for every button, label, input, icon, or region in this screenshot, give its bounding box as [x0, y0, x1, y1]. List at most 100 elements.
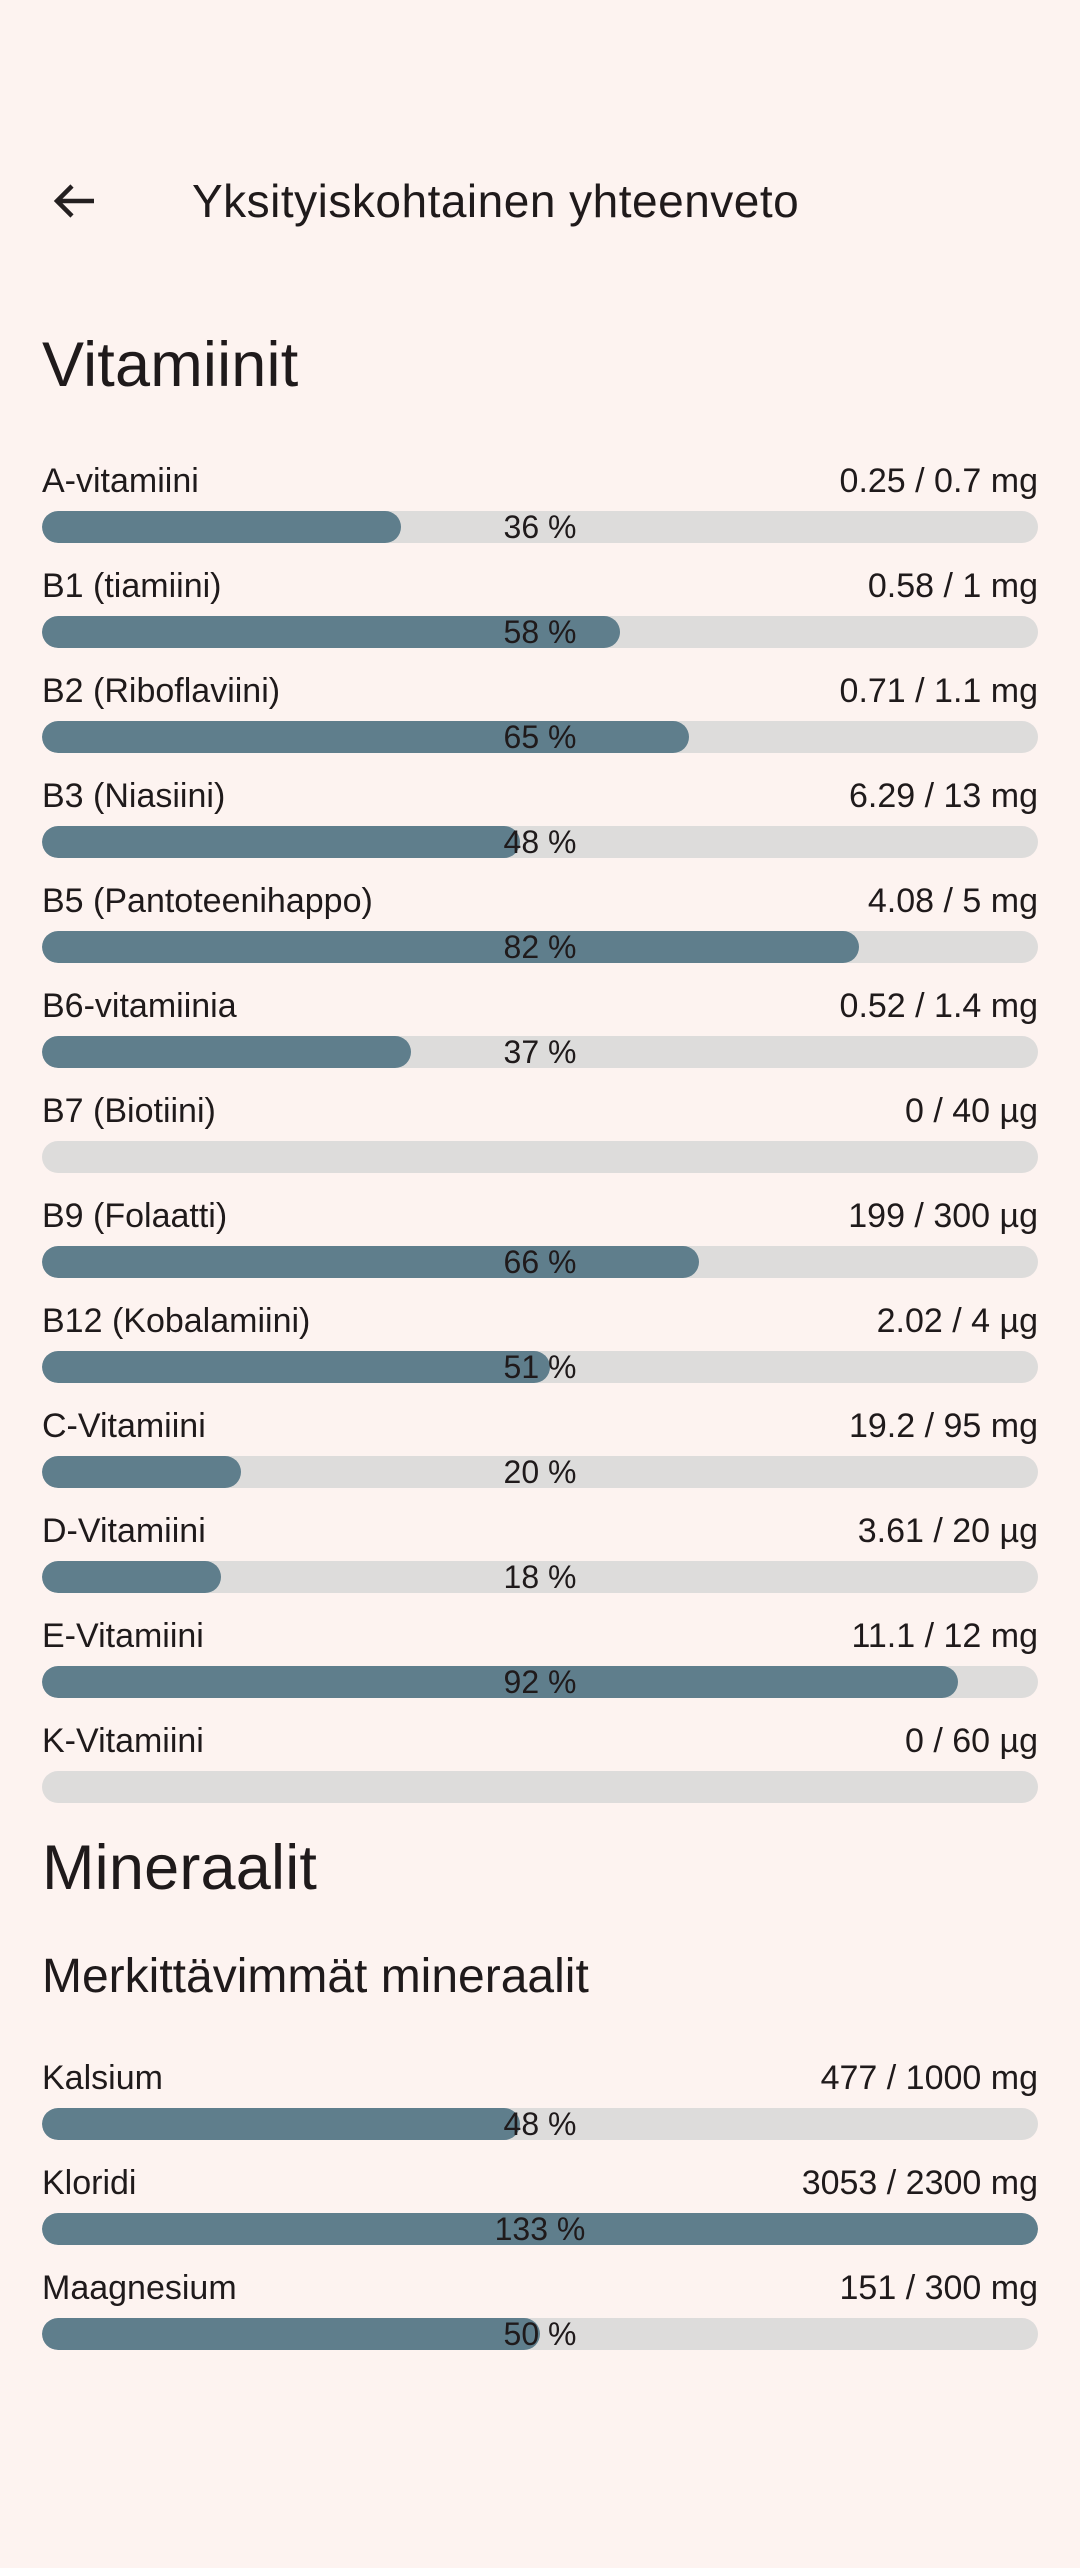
nutrient-label: B6-vitamiinia — [42, 987, 237, 1025]
progress-percent-label: 50 % — [503, 2318, 577, 2350]
progress-percent-label: 58 % — [503, 616, 577, 648]
nutrient-value: 0 / 40 µg — [904, 1092, 1038, 1130]
nutrient-list: Kalsium 477 / 1000 mg 48 % Kloridi 3053 / 23… — [0, 2057, 1080, 2350]
nutrient-row-b12-kobalamiini: B12 (Kobalamiini) 2.02 / 4 µg 51 % — [42, 1300, 1038, 1383]
progress-fill — [42, 2318, 540, 2350]
progress-percent-label: 66 % — [503, 1246, 577, 1278]
progress-percent-label: 48 % — [503, 2108, 577, 2140]
progress-bar: 18 % — [42, 1561, 1038, 1593]
nutrient-row-head: B5 (Pantoteenihappo) 4.08 / 5 mg — [42, 880, 1038, 922]
progress-percent-label: 20 % — [503, 1456, 577, 1488]
section-mineraalit: Mineraalit Merkittävimmät mineraalit Kalsi… — [0, 1831, 1080, 2350]
nutrient-row-e-vitamiini: E-Vitamiini 11.1 / 12 mg 92 % — [42, 1615, 1038, 1698]
progress-percent-label — [42, 1771, 1038, 1803]
progress-percent-label: 48 % — [503, 826, 577, 858]
progress-percent-label — [42, 1141, 1038, 1173]
nutrient-label: B2 (Riboflaviini) — [42, 672, 281, 710]
nutrient-label: C-Vitamiini — [42, 1407, 206, 1445]
scroll-area[interactable]: Vitamiinit A-vitamiini 0.25 / 0.7 mg 36 % B1… — [0, 328, 1080, 2350]
progress-percent-label: 92 % — [503, 1666, 577, 1698]
progress-bar: 92 % — [42, 1666, 1038, 1698]
nutrient-row-head: D-Vitamiini 3.61 / 20 µg — [42, 1510, 1038, 1552]
progress-bar: 65 % — [42, 721, 1038, 753]
progress-fill — [42, 1246, 700, 1278]
progress-bar: 58 % — [42, 616, 1038, 648]
nutrient-value: 151 / 300 mg — [839, 2269, 1038, 2307]
progress-fill — [42, 2213, 1038, 2245]
nutrient-value: 0.25 / 0.7 mg — [839, 462, 1038, 500]
progress-bar: 37 % — [42, 1036, 1038, 1068]
progress-fill — [42, 1666, 959, 1698]
back-button[interactable] — [50, 176, 100, 226]
nutrient-list: A-vitamiini 0.25 / 0.7 mg 36 % B1 (tiamiini… — [0, 460, 1080, 1803]
progress-fill — [42, 616, 620, 648]
nutrient-row-d-vitamiini: D-Vitamiini 3.61 / 20 µg 18 % — [42, 1510, 1038, 1593]
progress-bar — [42, 1771, 1038, 1803]
progress-fill — [42, 2108, 521, 2140]
progress-bar: 66 % — [42, 1246, 1038, 1278]
progress-bar: 51 % — [42, 1351, 1038, 1383]
progress-fill — [42, 826, 521, 858]
progress-percent-label: 133 % — [494, 2213, 586, 2245]
nutrient-value: 4.08 / 5 mg — [867, 882, 1038, 920]
nutrient-row-head: B2 (Riboflaviini) 0.71 / 1.1 mg — [42, 670, 1038, 712]
progress-fill — [42, 1561, 222, 1593]
nutrient-row-head: B7 (Biotiini) 0 / 40 µg — [42, 1090, 1038, 1132]
nutrient-row-head: Maagnesium 151 / 300 mg — [42, 2267, 1038, 2309]
nutrient-row-b3-niasiini: B3 (Niasiini) 6.29 / 13 mg 48 % — [42, 775, 1038, 858]
nutrient-value: 0.58 / 1 mg — [867, 567, 1038, 605]
nutrient-label: B7 (Biotiini) — [42, 1092, 216, 1130]
nutrient-row-head: Kloridi 3053 / 2300 mg — [42, 2162, 1038, 2204]
nutrient-value: 11.1 / 12 mg — [851, 1617, 1039, 1655]
nutrient-value: 199 / 300 µg — [848, 1197, 1038, 1235]
section-title-mineraalit: Mineraalit — [42, 1833, 318, 1903]
section-subtitle-merkitt-vimm-t-mineraalit: Merkittävimmät mineraalit — [42, 1950, 589, 2003]
nutrient-value: 3.61 / 20 µg — [857, 1512, 1038, 1550]
nutrient-label: B5 (Pantoteenihappo) — [42, 882, 373, 920]
progress-bar: 48 % — [42, 826, 1038, 858]
section-vitamiinit: Vitamiinit A-vitamiini 0.25 / 0.7 mg 36 % B1… — [0, 328, 1080, 1803]
nutrient-value: 0.52 / 1.4 mg — [839, 987, 1038, 1025]
nutrient-row-head: E-Vitamiini 11.1 / 12 mg — [42, 1615, 1038, 1657]
progress-bar: 50 % — [42, 2318, 1038, 2350]
nutrient-row-maagnesium: Maagnesium 151 / 300 mg 50 % — [42, 2267, 1038, 2350]
nutrient-row-b1-tiamiini: B1 (tiamiini) 0.58 / 1 mg 58 % — [42, 565, 1038, 648]
progress-fill — [42, 511, 401, 543]
nutrient-row-head: B12 (Kobalamiini) 2.02 / 4 µg — [42, 1300, 1038, 1342]
nutrient-label: B1 (tiamiini) — [42, 567, 222, 605]
nutrient-row-b7-biotiini: B7 (Biotiini) 0 / 40 µg — [42, 1090, 1038, 1173]
app-bar: Yksityiskohtainen yhteenveto — [0, 168, 1080, 234]
nutrient-row-head: A-vitamiini 0.25 / 0.7 mg — [42, 460, 1038, 502]
progress-percent-label: 51 % — [503, 1351, 577, 1383]
progress-percent-label: 18 % — [503, 1561, 577, 1593]
nutrient-value: 6.29 / 13 mg — [848, 777, 1038, 815]
nutrient-value: 2.02 / 4 µg — [876, 1302, 1038, 1340]
nutrient-value: 0 / 60 µg — [904, 1722, 1038, 1760]
nutrient-value: 19.2 / 95 mg — [848, 1407, 1038, 1445]
nutrient-value: 3053 / 2300 mg — [801, 2164, 1038, 2202]
nutrient-row-head: K-Vitamiini 0 / 60 µg — [42, 1720, 1038, 1762]
nutrient-row-b9-folaatti: B9 (Folaatti) 199 / 300 µg 66 % — [42, 1195, 1038, 1278]
progress-percent-label: 82 % — [503, 931, 577, 963]
nutrient-row-kloridi: Kloridi 3053 / 2300 mg 133 % — [42, 2162, 1038, 2245]
nutrient-label: A-vitamiini — [42, 462, 199, 500]
nutrient-row-a-vitamiini: A-vitamiini 0.25 / 0.7 mg 36 % — [42, 460, 1038, 543]
nutrient-label: B12 (Kobalamiini) — [42, 1302, 311, 1340]
progress-bar: 48 % — [42, 2108, 1038, 2140]
nutrient-value: 0.71 / 1.1 mg — [839, 672, 1038, 710]
nutrient-row-head: C-Vitamiini 19.2 / 95 mg — [42, 1405, 1038, 1447]
nutrient-row-c-vitamiini: C-Vitamiini 19.2 / 95 mg 20 % — [42, 1405, 1038, 1488]
progress-bar — [42, 1141, 1038, 1173]
nutrient-row-b2-riboflaviini: B2 (Riboflaviini) 0.71 / 1.1 mg 65 % — [42, 670, 1038, 753]
arrow-left-icon — [53, 184, 94, 218]
progress-fill — [42, 721, 690, 753]
progress-percent-label: 37 % — [503, 1036, 577, 1068]
nutrient-label: B9 (Folaatti) — [42, 1197, 228, 1235]
progress-fill — [42, 1036, 411, 1068]
nutrient-label: Kalsium — [42, 2059, 163, 2097]
progress-fill — [42, 931, 859, 963]
progress-bar: 20 % — [42, 1456, 1038, 1488]
progress-percent-label: 36 % — [503, 511, 577, 543]
nutrient-label: K-Vitamiini — [42, 1722, 204, 1760]
progress-fill — [42, 1351, 550, 1383]
